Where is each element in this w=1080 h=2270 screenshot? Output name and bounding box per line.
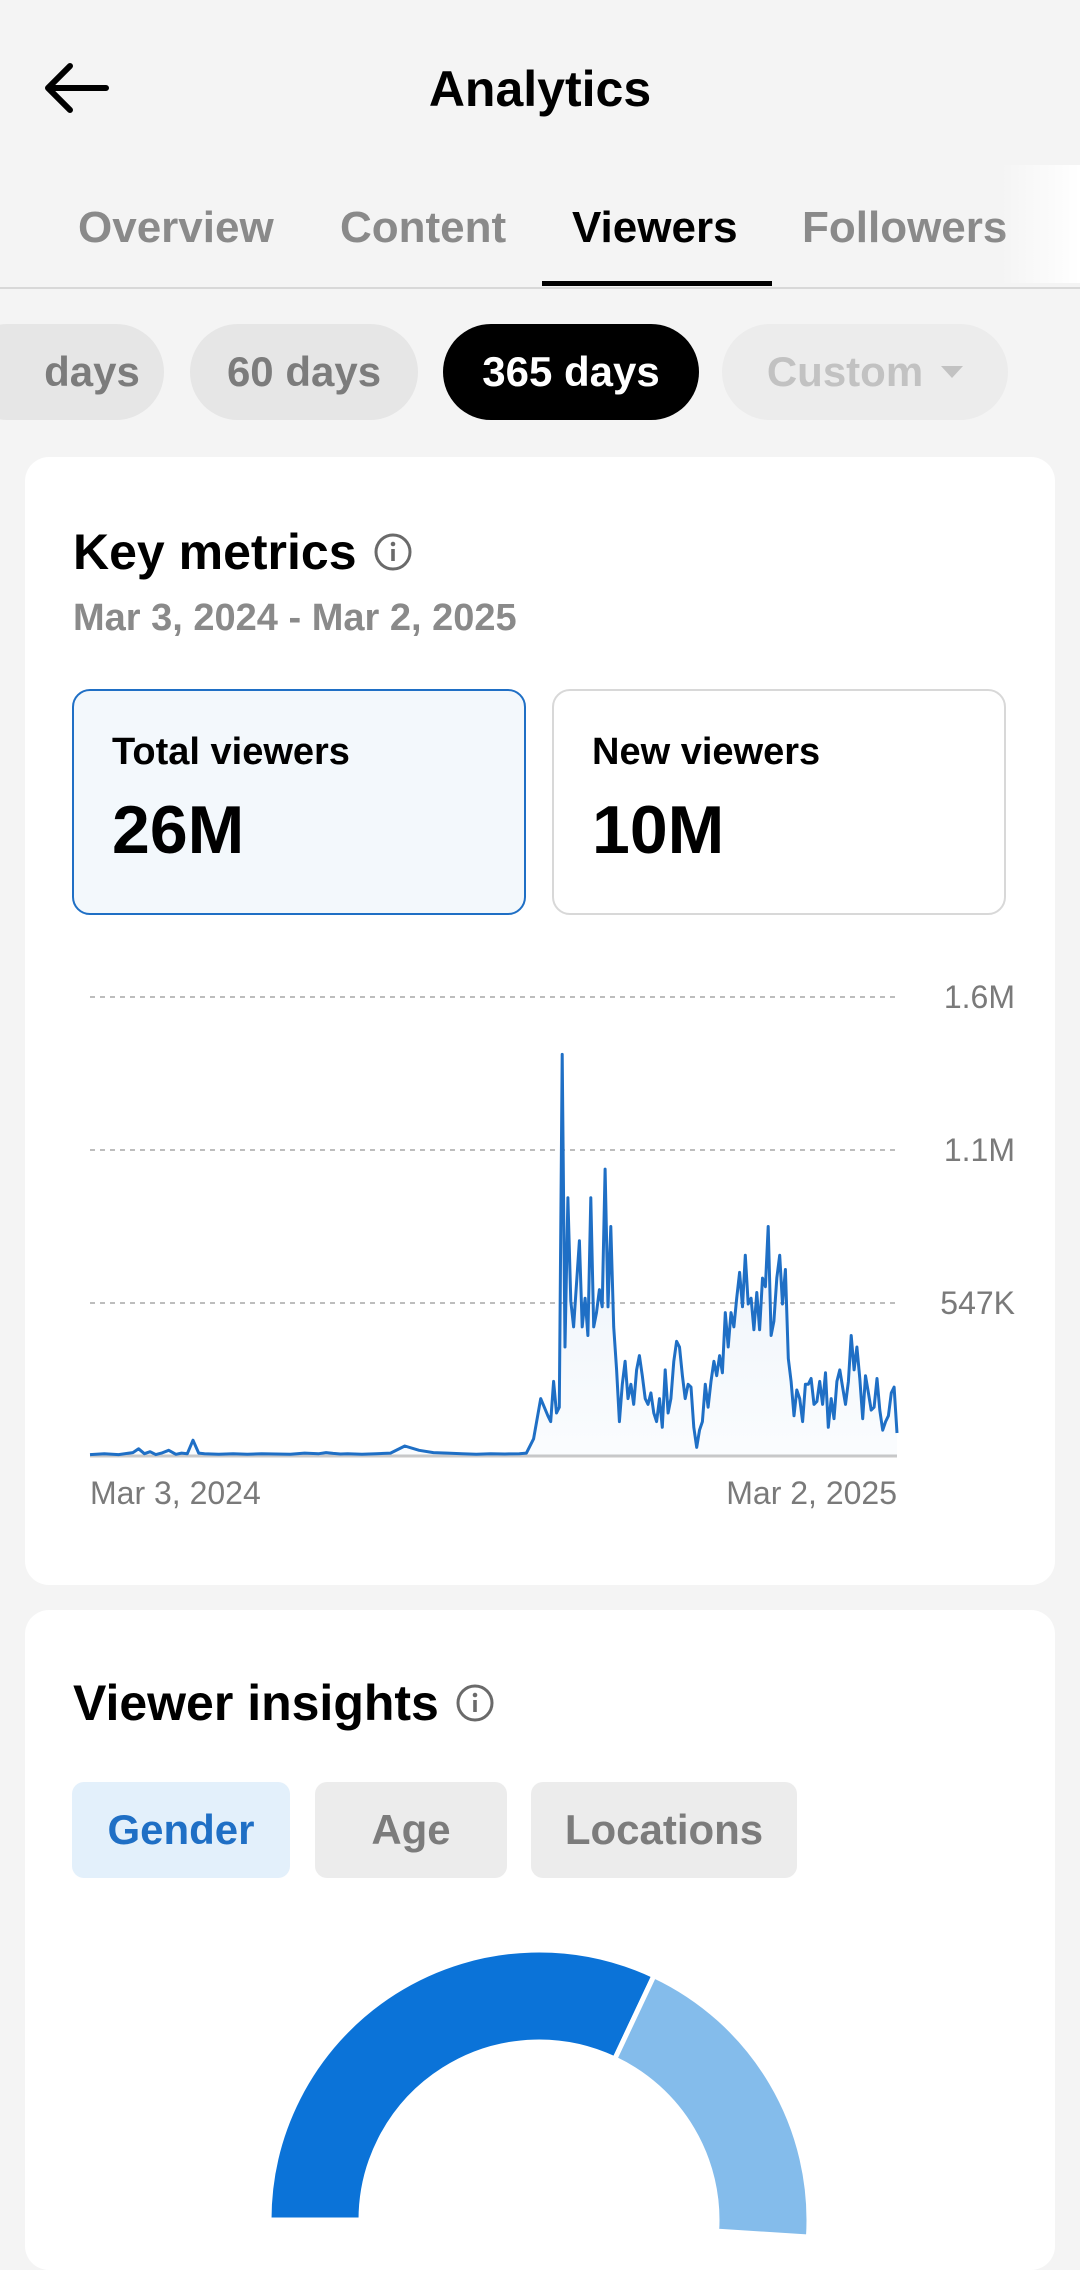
chip-label: 60 days [226,348,382,395]
donut-segment [611,1972,812,2240]
key-metrics-card: Key metrics Mar 3, 2024 - Mar 2, 2025 To… [25,457,1055,1585]
info-icon[interactable] [455,1683,495,1723]
insight-tab-label: Gender [107,1806,255,1853]
metric-label: Total viewers [112,731,350,773]
viewer-insights-title: Viewer insights [73,1675,439,1731]
chip-label: Custom [766,348,924,395]
series-line [89,1052,899,1457]
viewers-chart: 1.6M 1.1M 547K Mar 3, 2024 Mar 2, 2025 [89,979,1015,1511]
tabs-scroll-fade [1000,165,1080,283]
page-title: Analytics [428,61,652,117]
top-bar: Analytics [0,0,1080,170]
chip-label: days [44,348,140,395]
y-tick-label: 547K [940,1285,1015,1321]
y-tick-label: 1.6M [944,979,1015,1015]
metric-total-viewers[interactable]: Total viewers 26M [72,689,526,915]
insight-tab-locations[interactable]: Locations [531,1782,797,1878]
tab-content[interactable]: Content [340,203,507,252]
insight-tab-label: Age [371,1806,451,1853]
key-metrics-title: Key metrics [73,524,357,580]
tab-overview[interactable]: Overview [78,203,274,252]
series-area [90,1054,897,1456]
insight-tab-label: Locations [564,1806,764,1853]
arrow-left-icon [45,62,109,113]
metric-value: 26M [112,792,245,868]
insight-tab-gender[interactable]: Gender [72,1782,290,1878]
chip-custom[interactable]: Custom [722,324,1008,420]
key-metrics-heading: Key metrics [73,523,413,581]
viewer-insights-card: Viewer insights Gender Age Locations [25,1610,1055,2270]
active-tab-indicator [542,281,772,286]
caret-down-icon [941,366,964,378]
x-tick-label: Mar 3, 2024 [90,1475,261,1511]
donut-segment [266,1947,658,2223]
gender-donut-chart [266,1947,812,2240]
chip-365-days[interactable]: 365 days [443,324,699,420]
metric-label: New viewers [592,731,821,773]
analytics-tabs: Overview Content Viewers Followers [0,165,1080,289]
metric-value: 10M [592,792,725,868]
info-icon[interactable] [373,532,413,572]
metric-new-viewers[interactable]: New viewers 10M [552,689,1006,915]
x-tick-label: Mar 2, 2025 [726,1475,897,1511]
chip-label: 365 days [482,348,660,395]
viewer-insights-heading: Viewer insights [73,1674,495,1732]
tab-viewers[interactable]: Viewers [572,203,738,252]
tab-followers[interactable]: Followers [802,203,1008,252]
date-range-label: Mar 3, 2024 - Mar 2, 2025 [73,597,517,639]
date-range-selector: days 60 days 365 days Custom [0,320,1080,420]
y-tick-label: 1.1M [944,1132,1015,1168]
insight-tab-age[interactable]: Age [315,1782,507,1878]
chip-60-days[interactable]: 60 days [190,324,418,420]
chip-range-partial[interactable]: days [0,324,164,420]
back-button[interactable] [40,50,130,125]
